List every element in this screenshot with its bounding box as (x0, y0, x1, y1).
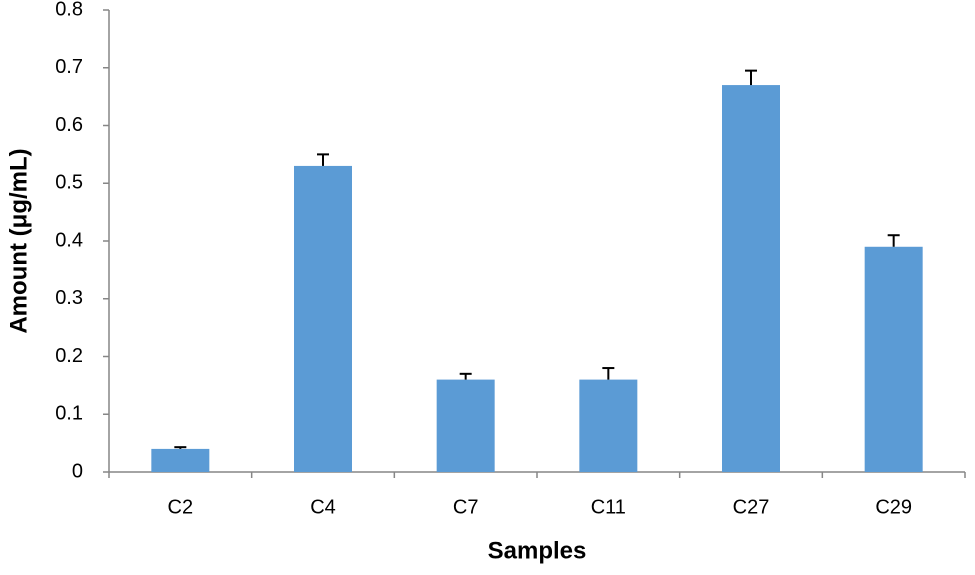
bar (579, 379, 638, 472)
error-bar (459, 372, 472, 380)
bar (722, 85, 780, 472)
x-tick-label: C4 (310, 496, 336, 518)
x-tick-label: C7 (453, 496, 479, 518)
y-axis-title: Amount (μg/mL) (5, 148, 32, 333)
error-bar (745, 69, 757, 86)
error-bar (317, 153, 329, 166)
y-tick-label: 0.8 (55, 0, 83, 20)
y-tick-label: 0.3 (55, 287, 83, 309)
x-tick-label: C27 (733, 496, 770, 518)
y-tick-label: 0.2 (55, 345, 83, 367)
y-tick-label: 0.7 (55, 56, 83, 78)
bar (864, 246, 923, 472)
x-tick-label: C2 (168, 496, 194, 518)
y-tick-label: 0.5 (55, 172, 83, 194)
error-bar (174, 446, 187, 449)
error-bar (602, 367, 615, 380)
y-tick-label: 0.4 (55, 229, 83, 251)
y-tick-label: 0.6 (55, 114, 83, 136)
bar (294, 165, 352, 473)
y-tick-label: 0 (72, 460, 83, 482)
y-tick-label: 0.1 (55, 403, 83, 425)
x-axis-title: Samples (488, 537, 587, 564)
x-tick-label: C29 (875, 496, 912, 518)
bar (436, 379, 495, 472)
bar (151, 448, 210, 472)
x-tick-label: C11 (591, 496, 626, 518)
error-bar (887, 234, 900, 247)
